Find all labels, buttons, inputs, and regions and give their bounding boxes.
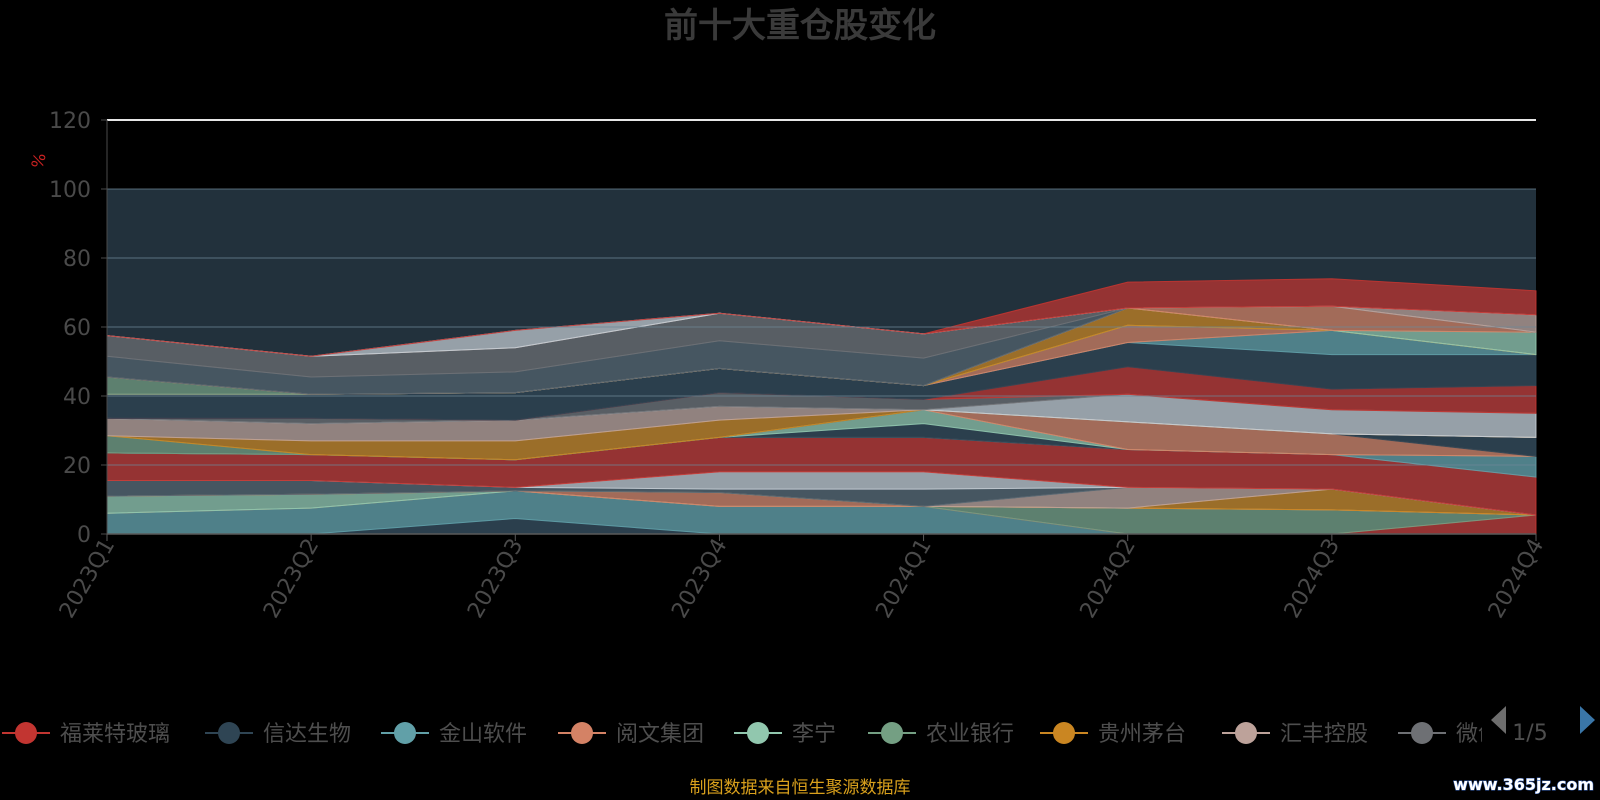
legend[interactable]: 福莱特玻璃 信达生物 金山软件 阅文集团 李宁 农业银行 贵州茅台 汇丰控股 微创 [2,722,1500,747]
legend-marker-icon [1235,722,1257,744]
plot-area [106,189,1537,535]
legend-item[interactable]: 农业银行 [868,722,1014,747]
legend-marker-icon [394,722,416,744]
legend-item[interactable]: 汇丰控股 [1222,722,1368,747]
legend-item[interactable]: 李宁 [734,722,836,747]
legend-label: 阅文集团 [616,722,704,747]
legend-item[interactable]: 福莱特玻璃 [2,722,170,747]
legend-item[interactable]: 贵州茅台 [1040,722,1186,747]
y-axis-unit: % [28,151,50,171]
y-tick-label: 80 [63,247,91,272]
y-tick-label: 40 [63,385,91,410]
chart-title: 前十大重仓股变化 [664,6,936,46]
triangle-left-icon[interactable] [1491,706,1506,734]
legend-marker-icon [747,722,769,744]
legend-label: 信达生物 [263,722,351,747]
legend-pager[interactable]: 1/5 [1491,706,1595,746]
triangle-right-icon[interactable] [1580,706,1595,734]
legend-marker-icon [571,722,593,744]
legend-item[interactable]: 阅文集团 [558,722,704,747]
legend-marker-icon [881,722,903,744]
y-tick-label: 100 [49,178,91,203]
legend-label: 微创 [1456,722,1500,747]
data-source-note: 制图数据来自恒生聚源数据库 [690,778,911,798]
legend-label: 金山软件 [439,722,527,747]
legend-item[interactable]: 微创 [1398,722,1500,747]
legend-label: 李宁 [792,722,836,747]
legend-page-indicator: 1/5 [1512,721,1547,746]
legend-marker-icon [218,722,240,744]
area-band-33[interactable] [106,278,1537,357]
grid-lines [107,119,1536,466]
legend-label: 农业银行 [926,722,1014,747]
legend-label: 汇丰控股 [1280,722,1368,747]
legend-item[interactable]: 信达生物 [205,722,351,747]
legend-label: 贵州茅台 [1098,722,1186,747]
y-tick-label: 120 [49,109,91,134]
y-tick-label: 60 [63,316,91,341]
watermark: www.365jz.com [1453,775,1594,794]
legend-marker-icon [15,722,37,744]
y-tick-label: 20 [63,454,91,479]
legend-label: 福莱特玻璃 [60,722,170,747]
legend-item[interactable]: 金山软件 [381,722,527,747]
legend-marker-icon [1411,722,1433,744]
y-tick-label: 0 [77,523,91,548]
legend-marker-icon [1053,722,1075,744]
